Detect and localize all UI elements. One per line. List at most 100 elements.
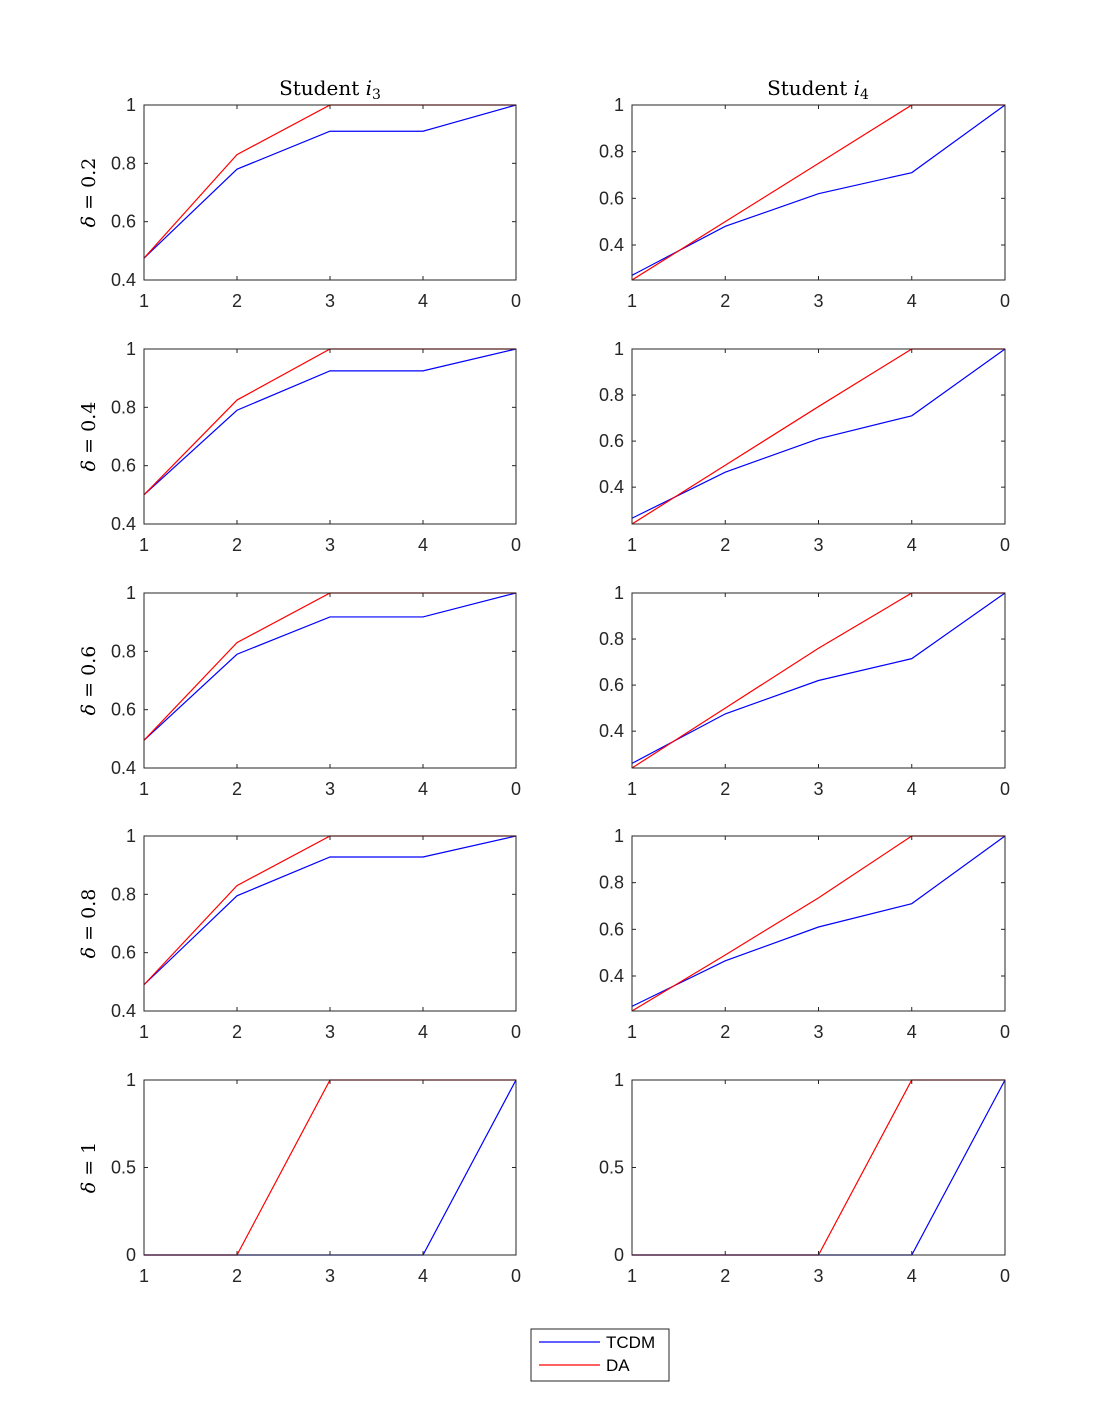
series-line-da (631, 104, 1005, 281)
x-tick-label: 1 (139, 779, 149, 799)
y-tick-label: 0.6 (111, 943, 136, 963)
x-tick-label: 0 (1000, 1266, 1010, 1286)
y-tick-label: 0.4 (111, 514, 136, 534)
x-tick-label: 3 (813, 779, 823, 799)
legend-label-da: DA (606, 1356, 630, 1375)
x-tick-label: 4 (418, 291, 428, 311)
row-label-delta-1: δ = 1 (78, 1142, 100, 1194)
y-tick-label: 0.6 (599, 188, 624, 208)
panel-r2-c2: 1 2 3 4 0 0.4 0.6 0.8 1 (599, 339, 1010, 555)
x-tick-label: 0 (511, 1022, 521, 1042)
x-tick-label: 0 (511, 291, 521, 311)
panel-r5-c1: 1 2 3 4 0 0 0.5 1 (111, 1070, 521, 1286)
row-label-delta-0-4: δ = 0.4 (78, 402, 100, 472)
x-tick-label: 0 (511, 535, 521, 555)
x-tick-label: 0 (1000, 1022, 1010, 1042)
y-tick-label: 1 (614, 339, 624, 359)
x-tick-label: 3 (325, 1266, 335, 1286)
y-tick-label: 0.4 (599, 235, 624, 255)
x-tick-label: 1 (627, 535, 637, 555)
axes-box (143, 592, 517, 769)
series-line-tcdm (631, 348, 1006, 519)
x-tick-label: 4 (907, 1266, 917, 1286)
legend-label-tcdm: TCDM (606, 1333, 655, 1352)
x-tick-label: 4 (907, 535, 917, 555)
y-tick-label: 0.4 (599, 966, 624, 986)
x-tick-label: 3 (813, 1266, 823, 1286)
series-line-tcdm (143, 348, 517, 496)
y-tick-label: 1 (614, 95, 624, 115)
row-label-delta-0-8: δ = 0.8 (78, 889, 100, 959)
y-tick-label: 0.8 (111, 641, 136, 661)
x-tick-label: 3 (325, 1022, 335, 1042)
y-tick-label: 0.4 (111, 1001, 136, 1021)
axes-box (631, 104, 1006, 281)
series-line-da (631, 348, 1005, 525)
series-line-da (143, 104, 516, 259)
axes-box (631, 1079, 1006, 1256)
axes-box (631, 348, 1006, 525)
y-tick-label: 0.6 (111, 700, 136, 720)
x-tick-label: 1 (139, 535, 149, 555)
column-title-student-i3: Student i3 (279, 76, 381, 103)
x-tick-label: 4 (418, 779, 428, 799)
y-tick-label: 1 (614, 826, 624, 846)
x-tick-label: 1 (627, 1266, 637, 1286)
panel-r5-c2: 1 2 3 4 0 0 0.5 1 (599, 1070, 1010, 1286)
x-tick-label: 3 (813, 1022, 823, 1042)
y-tick-label: 0.6 (599, 675, 624, 695)
y-tick-label: 0 (614, 1245, 624, 1265)
x-tick-label: 2 (720, 1266, 730, 1286)
x-tick-label: 2 (232, 1022, 242, 1042)
y-tick-label: 0.4 (111, 758, 136, 778)
y-tick-label: 0.8 (599, 385, 624, 405)
y-tick-label: 0.8 (599, 629, 624, 649)
x-tick-label: 2 (720, 779, 730, 799)
x-tick-label: 2 (232, 779, 242, 799)
y-tick-label: 0.4 (599, 721, 624, 741)
legend: TCDM DA (530, 1328, 670, 1382)
x-tick-label: 4 (418, 535, 428, 555)
series-line-tcdm (143, 835, 517, 986)
y-tick-label: 0.4 (599, 477, 624, 497)
row-label-delta-0-2: δ = 0.2 (78, 158, 100, 228)
row-label-delta-0-6: δ = 0.6 (78, 646, 100, 716)
series-line-tcdm (631, 104, 1006, 276)
series-line-tcdm (144, 1079, 517, 1256)
x-tick-label: 3 (813, 291, 823, 311)
x-tick-label: 2 (720, 1022, 730, 1042)
series-line-tcdm (631, 835, 1006, 1007)
y-tick-label: 1 (126, 826, 136, 846)
panel-r3-c2: 1 2 3 4 0 0.4 0.6 0.8 1 (599, 583, 1010, 799)
axes-box (143, 835, 517, 1012)
x-tick-label: 2 (232, 291, 242, 311)
x-tick-label: 3 (813, 535, 823, 555)
x-tick-label: 4 (907, 779, 917, 799)
x-tick-label: 2 (720, 535, 730, 555)
axes-box (631, 835, 1006, 1012)
y-tick-label: 0.8 (111, 153, 136, 173)
series-line-tcdm (143, 104, 517, 259)
series-line-da (143, 592, 516, 741)
y-tick-label: 1 (126, 95, 136, 115)
panel-r4-c1: 1 2 3 4 0 0.4 0.6 0.8 1 (111, 826, 521, 1042)
x-tick-label: 1 (139, 291, 149, 311)
y-tick-label: 1 (614, 1070, 624, 1090)
x-tick-label: 3 (325, 779, 335, 799)
y-tick-label: 1 (126, 1070, 136, 1090)
y-tick-label: 0.6 (111, 212, 136, 232)
series-line-da (143, 835, 516, 986)
y-tick-label: 1 (126, 339, 136, 359)
legend-box (530, 1328, 670, 1382)
y-tick-label: 0.6 (599, 431, 624, 451)
x-tick-label: 3 (325, 291, 335, 311)
y-tick-label: 0.8 (111, 397, 136, 417)
x-tick-label: 4 (907, 1022, 917, 1042)
x-tick-label: 0 (511, 779, 521, 799)
x-tick-label: 0 (1000, 291, 1010, 311)
x-tick-label: 2 (232, 1266, 242, 1286)
y-tick-label: 0.5 (599, 1158, 624, 1178)
y-tick-label: 0.5 (111, 1158, 136, 1178)
panel-r4-c2: 1 2 3 4 0 0.4 0.6 0.8 1 (599, 826, 1010, 1042)
